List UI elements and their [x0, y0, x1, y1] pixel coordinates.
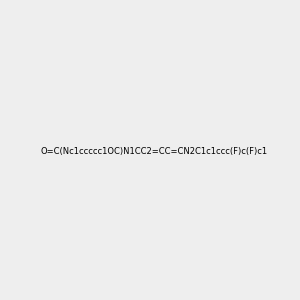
Text: O=C(Nc1ccccc1OC)N1CC2=CC=CN2C1c1ccc(F)c(F)c1: O=C(Nc1ccccc1OC)N1CC2=CC=CN2C1c1ccc(F)c(…: [40, 147, 267, 156]
